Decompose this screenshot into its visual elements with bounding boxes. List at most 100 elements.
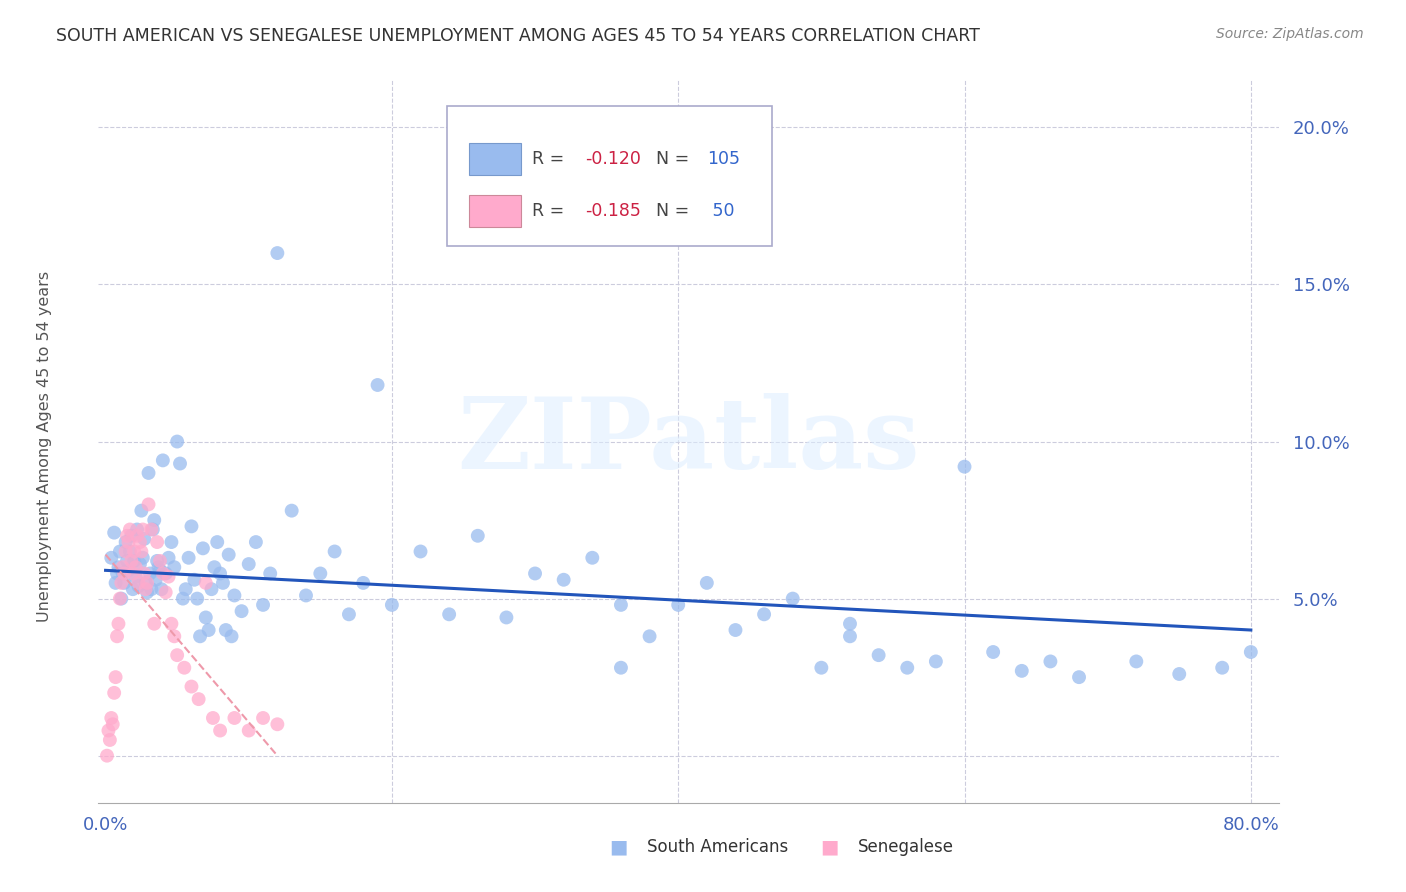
Point — [553, 573, 575, 587]
Point — [122, 554, 145, 568]
Point — [152, 566, 174, 581]
Point — [191, 541, 214, 556]
Point — [107, 560, 129, 574]
Point — [138, 497, 160, 511]
Point — [173, 661, 195, 675]
Point — [163, 629, 186, 643]
Text: R =: R = — [531, 202, 564, 220]
Point — [180, 680, 202, 694]
FancyBboxPatch shape — [470, 143, 522, 175]
Point — [1211, 661, 1233, 675]
Point — [221, 629, 243, 643]
Point — [103, 686, 125, 700]
Point — [120, 529, 142, 543]
Point — [839, 616, 862, 631]
Text: -0.185: -0.185 — [585, 202, 641, 220]
Point — [96, 748, 118, 763]
Point — [188, 629, 211, 643]
Point — [135, 582, 157, 597]
Point — [166, 434, 188, 449]
Point — [134, 532, 156, 546]
Point — [280, 503, 302, 517]
Point — [295, 589, 318, 603]
Point — [1067, 670, 1090, 684]
Point — [148, 560, 170, 574]
Point — [224, 589, 246, 603]
Point — [309, 566, 332, 581]
Point — [97, 723, 120, 738]
Point — [186, 591, 208, 606]
Point — [117, 535, 139, 549]
Point — [115, 554, 138, 568]
Point — [110, 591, 132, 606]
Point — [224, 711, 246, 725]
Point — [121, 582, 143, 597]
Text: -0.120: -0.120 — [585, 150, 641, 168]
Point — [138, 466, 160, 480]
Point — [925, 655, 948, 669]
Text: ZIPatlas: ZIPatlas — [458, 393, 920, 490]
Point — [212, 575, 235, 590]
Point — [114, 544, 136, 558]
Point — [197, 623, 219, 637]
Point — [128, 579, 150, 593]
Point — [136, 585, 159, 599]
Point — [146, 554, 169, 568]
Point — [135, 575, 157, 590]
Text: ■: ■ — [820, 838, 839, 857]
Point — [252, 711, 274, 725]
Point — [981, 645, 1004, 659]
Point — [149, 554, 172, 568]
Point — [1168, 667, 1191, 681]
Point — [150, 582, 173, 597]
Point — [238, 723, 260, 738]
Text: N =: N = — [655, 150, 689, 168]
Point — [139, 566, 162, 581]
Point — [183, 573, 205, 587]
Point — [115, 529, 138, 543]
Point — [209, 566, 232, 581]
Point — [121, 566, 143, 581]
Text: Senegalese: Senegalese — [858, 838, 953, 856]
Point — [166, 648, 188, 662]
Point — [752, 607, 775, 622]
Text: ■: ■ — [609, 838, 628, 857]
Point — [155, 585, 177, 599]
Point — [145, 573, 167, 587]
Point — [231, 604, 253, 618]
Point — [839, 629, 862, 643]
Point — [245, 535, 267, 549]
Point — [381, 598, 404, 612]
Point — [337, 607, 360, 622]
Point — [100, 711, 122, 725]
Text: N =: N = — [655, 202, 689, 220]
Point — [112, 575, 135, 590]
FancyBboxPatch shape — [470, 195, 522, 227]
Point — [200, 582, 222, 597]
Point — [638, 629, 661, 643]
Point — [108, 591, 131, 606]
Point — [202, 560, 225, 574]
Point — [108, 544, 131, 558]
Point — [174, 582, 197, 597]
Point — [524, 566, 547, 581]
Point — [100, 550, 122, 565]
Text: Source: ZipAtlas.com: Source: ZipAtlas.com — [1216, 27, 1364, 41]
Point — [105, 629, 128, 643]
Point — [323, 544, 346, 558]
Point — [352, 575, 374, 590]
Point — [98, 733, 121, 747]
Point — [495, 610, 517, 624]
Point — [169, 457, 191, 471]
Point — [437, 607, 460, 622]
Point — [125, 529, 148, 543]
Point — [128, 575, 150, 590]
Point — [157, 550, 180, 565]
Point — [104, 670, 127, 684]
Point — [132, 523, 155, 537]
Point — [124, 569, 146, 583]
Point — [160, 616, 183, 631]
Point — [125, 523, 148, 537]
Point — [953, 459, 976, 474]
Point — [107, 616, 129, 631]
